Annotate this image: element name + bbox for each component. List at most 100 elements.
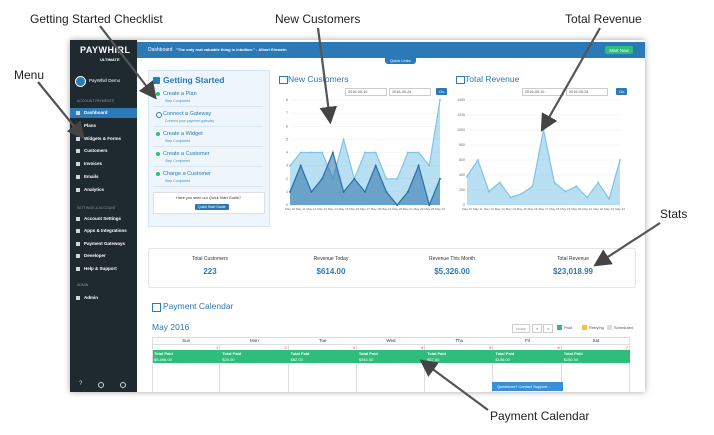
prev-button[interactable]: < [532, 324, 543, 333]
point [321, 177, 324, 180]
date-input[interactable]: 2016-05-24 [566, 88, 608, 96]
event-label[interactable]: Total Paid [427, 351, 446, 356]
day-header: Tue [318, 338, 327, 343]
menu-item[interactable]: Emails [84, 174, 99, 179]
event-amount[interactable]: $82.00 [290, 357, 303, 362]
step-status: Step Completed [165, 139, 191, 143]
step-label[interactable]: Charge a Customer [163, 171, 211, 177]
y-tick-label: 8 [286, 98, 288, 102]
menu-item[interactable]: Admin [84, 295, 98, 300]
y-tick-label: 200 [459, 188, 465, 192]
day-header: Mon [250, 338, 259, 343]
help-icon[interactable]: ? [79, 381, 83, 387]
x-tick-label: May 22 [414, 207, 424, 211]
quick-links[interactable]: Quick Links [385, 57, 416, 64]
page-title: Dashboard [148, 47, 173, 53]
annotation: Total Revenue [565, 12, 642, 26]
event-label[interactable]: Total Paid [358, 351, 378, 356]
day-header: Wed [386, 338, 396, 343]
menu-item[interactable]: Account Settings [84, 216, 122, 221]
chart-title: New Customers [288, 74, 349, 84]
point [289, 190, 291, 193]
event-amount[interactable]: $156.00 [563, 357, 579, 362]
event-amount[interactable]: $346.00 [358, 357, 374, 362]
step-check [156, 152, 160, 156]
event-label[interactable]: Total Paid [495, 351, 515, 356]
step-label[interactable]: Create a Customer [163, 151, 210, 157]
point [396, 177, 399, 180]
step-label[interactable]: Connect a Gateway [163, 111, 212, 117]
step-label[interactable]: Create a Plan [163, 91, 197, 97]
menu-item[interactable]: Developer [84, 253, 106, 259]
calendar-icon [152, 303, 161, 312]
point [417, 164, 420, 167]
menu-item[interactable]: Apps & Integrations [84, 228, 127, 234]
stat-value: $5,326.00 [434, 267, 470, 276]
annotation: Stats [660, 207, 688, 221]
x-tick-label: May 11 [296, 207, 306, 211]
menu-item[interactable]: Payment Gateways [84, 240, 126, 246]
event-amount[interactable]: $20.00 [222, 357, 235, 362]
menu-item[interactable]: Dashboard [84, 110, 108, 115]
event-label[interactable]: Total Paid [563, 351, 583, 356]
event-label[interactable]: Total Paid [290, 351, 310, 356]
day-header: Sat [592, 338, 600, 343]
start-button[interactable]: Start Now [605, 46, 633, 54]
active-item [70, 108, 137, 118]
day-header: Thu [455, 338, 464, 343]
x-tick-label: May 15 [517, 207, 527, 211]
event-bar [561, 350, 630, 363]
point [396, 204, 399, 206]
annotation-arrow [37, 81, 85, 140]
y-tick-label: 4 [286, 151, 288, 155]
menu-item[interactable]: Analytics [84, 186, 105, 192]
event-label[interactable]: Total Paid [222, 351, 242, 356]
day-cell [425, 344, 494, 392]
point [417, 151, 420, 154]
menu-item[interactable]: Customers [84, 148, 108, 154]
point [353, 177, 356, 180]
guide-button[interactable]: Quick Start Guide [195, 204, 229, 210]
x-tick-label: May 24 [615, 207, 625, 211]
go-button[interactable]: Go [436, 88, 448, 95]
point [374, 151, 377, 154]
go-button[interactable]: Go [616, 88, 628, 95]
date-input[interactable]: 2016-05-24 [389, 88, 431, 96]
y-tick-label: 5 [286, 137, 288, 141]
panel-title: Getting Started [163, 75, 225, 85]
support-button[interactable]: Questions? Contact Support... [492, 382, 563, 391]
point [310, 190, 313, 193]
date-input[interactable]: 2016-05-10 [345, 88, 387, 96]
point [428, 164, 431, 167]
menu-item[interactable]: Invoices [84, 161, 103, 167]
point [466, 175, 468, 178]
x-tick-label: May 20 [571, 207, 581, 211]
stat-label: Revenue This Month [428, 256, 476, 262]
point [331, 151, 334, 154]
next-button[interactable]: > [543, 324, 554, 333]
clock-icon [98, 382, 104, 388]
user-name[interactable]: PayWhirl Demo [89, 78, 121, 83]
x-tick-label: May 13 [495, 207, 505, 211]
annotation-arrow [593, 222, 661, 267]
today-button[interactable]: today [512, 324, 530, 333]
menu-item[interactable]: Widgets & Forms [84, 135, 121, 141]
menu-item[interactable]: Plans [84, 122, 97, 128]
event-amount[interactable]: $156.00 [495, 357, 510, 362]
event-amount[interactable]: $5,496.00 [154, 357, 172, 362]
menu-item[interactable]: Help & Support [84, 265, 117, 271]
x-tick-label: May 12 [484, 207, 494, 211]
stat-label: Total Customers [191, 256, 229, 262]
sidebar [70, 40, 137, 392]
step-label[interactable]: Create a Widget [163, 131, 203, 137]
annotation: Menu [14, 68, 45, 82]
point [586, 196, 589, 199]
x-tick-label: May 17 [539, 207, 549, 211]
area [290, 152, 440, 205]
point [531, 185, 534, 188]
event-label[interactable]: Total Paid [154, 351, 173, 356]
day-cell [220, 344, 289, 392]
date-number: 5 [489, 345, 492, 350]
